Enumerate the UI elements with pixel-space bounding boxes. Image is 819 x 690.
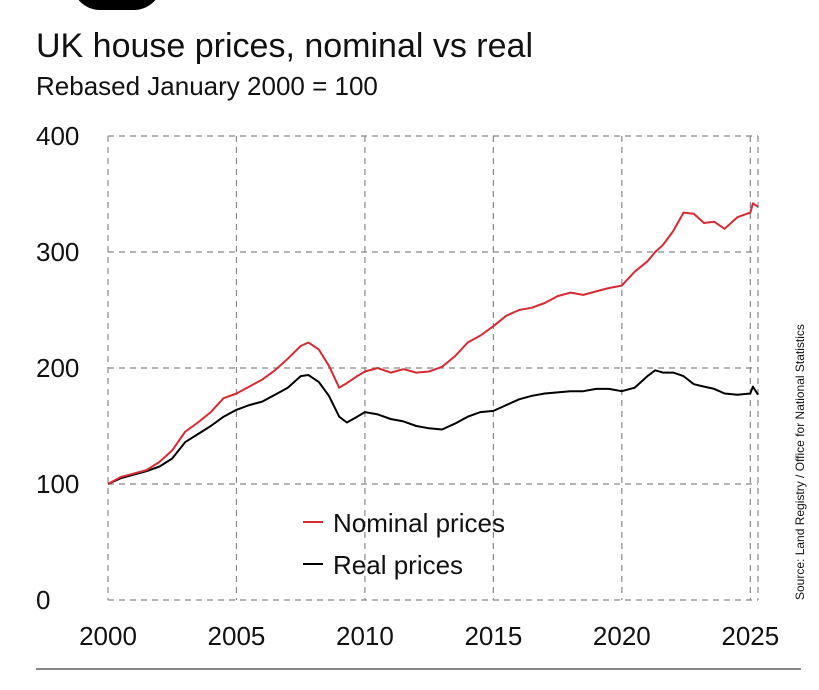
y-tick-label: 100 bbox=[36, 469, 79, 499]
legend-label-nominal: Nominal prices bbox=[333, 508, 505, 538]
y-tick-label: 200 bbox=[36, 353, 79, 383]
series-line-nominal bbox=[107, 202, 759, 485]
grid bbox=[107, 135, 759, 601]
x-tick-label: 2000 bbox=[79, 621, 137, 651]
x-tick-label: 2025 bbox=[721, 621, 779, 651]
x-tick-label: 2010 bbox=[336, 621, 394, 651]
source-note: Source: Land Registry / Office for Natio… bbox=[793, 324, 807, 600]
x-tick-label: 2015 bbox=[464, 621, 522, 651]
chart-title: UK house prices, nominal vs real bbox=[36, 27, 534, 65]
y-tick-label: 0 bbox=[36, 585, 50, 615]
legend-label-real: Real prices bbox=[333, 550, 463, 580]
logo-mark bbox=[72, 0, 162, 10]
x-tick-label: 2020 bbox=[593, 621, 651, 651]
y-tick-label: 300 bbox=[36, 237, 79, 267]
y-axis-ticks: 0 100 200 300 400 bbox=[36, 121, 79, 615]
y-tick-label: 400 bbox=[36, 121, 79, 151]
x-tick-label: 2005 bbox=[208, 621, 266, 651]
x-axis-ticks: 2000 2005 2010 2015 2020 2025 bbox=[79, 621, 779, 651]
series-lines bbox=[107, 202, 759, 485]
legend: Nominal prices Real prices bbox=[303, 508, 505, 580]
series-line-real bbox=[107, 369, 759, 485]
chart-subtitle: Rebased January 2000 = 100 bbox=[36, 71, 378, 101]
